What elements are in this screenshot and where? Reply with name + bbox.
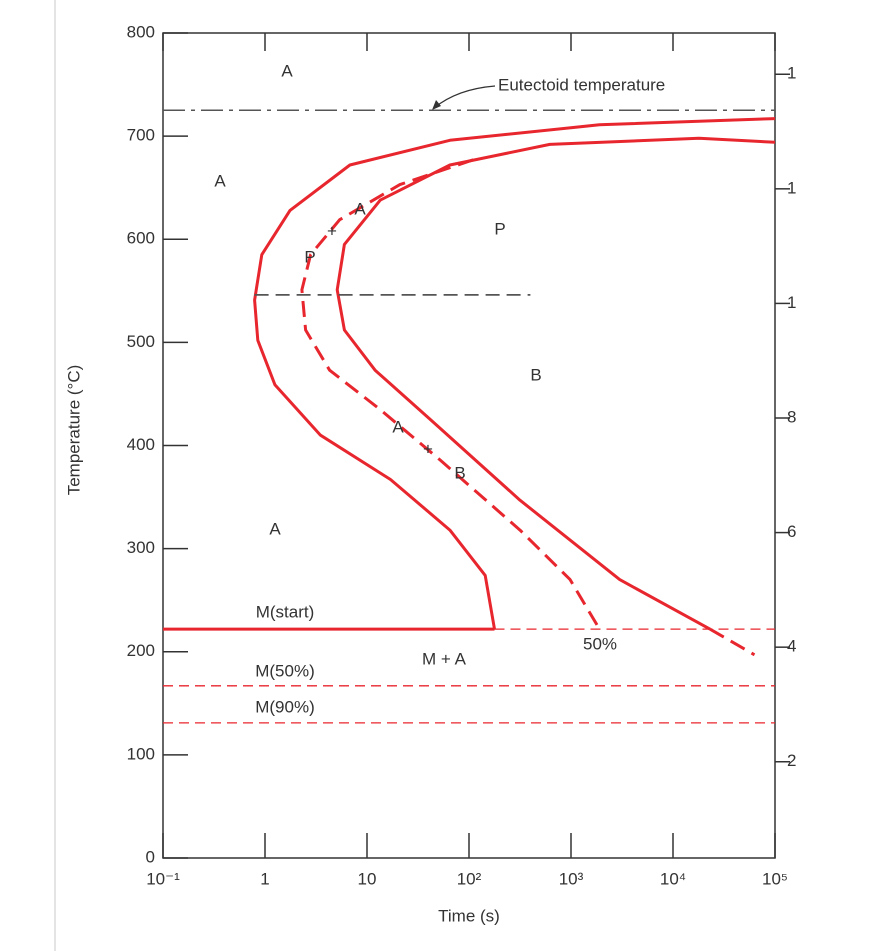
curve — [300, 158, 599, 626]
annotation: A — [354, 199, 366, 218]
y2-tick-label: 1 — [787, 178, 796, 197]
y2-tick-label: 1 — [787, 293, 796, 312]
y-tick-label: 100 — [127, 744, 155, 763]
y2-tick-label: 4 — [787, 637, 796, 656]
x-tick-label: 10⁻¹ — [146, 869, 180, 888]
curve — [253, 117, 776, 630]
y-tick-label: 800 — [127, 22, 155, 41]
y-tick-label: 500 — [127, 332, 155, 351]
x-tick-label: 10² — [457, 869, 482, 888]
y2-tick-label: 6 — [787, 522, 796, 541]
y-axis-label: Temperature (°C) — [64, 365, 83, 496]
annotation: M + A — [422, 649, 467, 668]
y-tick-label: 700 — [127, 126, 155, 145]
annotation: M(start) — [256, 602, 315, 621]
x-tick-label: 10³ — [559, 869, 584, 888]
annotation-arrow — [433, 85, 496, 109]
y-tick-label: 400 — [127, 435, 155, 454]
x-tick-label: 10⁵ — [762, 869, 788, 888]
y-tick-label: 200 — [127, 641, 155, 660]
annotation: B — [530, 365, 541, 384]
curve — [709, 627, 756, 657]
plot-frame — [162, 32, 776, 859]
x-axis-label: Time (s) — [438, 906, 500, 925]
arrow-head — [432, 100, 441, 110]
x-tick-label: 1 — [260, 869, 269, 888]
annotation: A — [269, 519, 281, 538]
curve — [335, 136, 776, 631]
annotation: M(50%) — [255, 661, 315, 680]
y-tick-label: 0 — [146, 847, 155, 866]
x-tick-label: 10⁴ — [660, 869, 686, 888]
annotation: B — [454, 463, 465, 482]
x-tick-label: 10 — [358, 869, 377, 888]
y2-tick-label: 1 — [787, 64, 796, 83]
annotation: M(90%) — [255, 697, 315, 716]
annotation: A — [392, 417, 404, 436]
y-tick-label: 300 — [127, 538, 155, 557]
annotation: + — [423, 439, 433, 458]
y-tick-label: 600 — [127, 229, 155, 248]
annotation: P — [494, 219, 505, 238]
y2-tick-label: 8 — [787, 407, 796, 426]
annotation: Eutectoid temperature — [498, 75, 665, 94]
annotation: 50% — [583, 634, 617, 653]
annotation: + — [327, 221, 337, 240]
annotation: A — [214, 171, 226, 190]
y2-tick-label: 2 — [787, 751, 796, 770]
annotation: A — [281, 61, 293, 80]
annotation: P — [304, 247, 315, 266]
